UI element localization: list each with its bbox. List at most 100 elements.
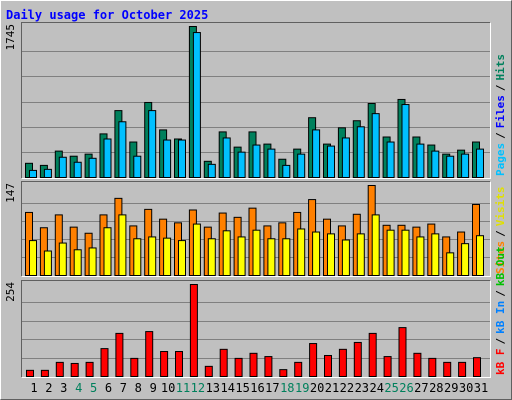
bar xyxy=(237,151,246,178)
x-tick-label: 31 xyxy=(474,381,488,395)
bar xyxy=(192,32,201,178)
bar xyxy=(88,157,97,179)
bar xyxy=(192,223,201,276)
x-tick-label: 13 xyxy=(206,381,220,395)
bar xyxy=(148,110,157,178)
bar xyxy=(145,331,154,377)
legend-separator: / xyxy=(494,132,507,139)
x-tick-label: 6 xyxy=(105,381,112,395)
plot-bevel xyxy=(21,280,491,378)
bar xyxy=(371,113,380,178)
bar xyxy=(26,369,34,378)
bar xyxy=(207,238,216,276)
bar xyxy=(386,141,395,178)
bar xyxy=(279,369,288,377)
bar xyxy=(252,144,261,178)
bar xyxy=(401,229,410,276)
bar xyxy=(163,139,172,179)
bar xyxy=(461,153,470,179)
bar xyxy=(73,249,82,277)
legend-separator: / xyxy=(494,338,507,345)
bar xyxy=(160,351,169,377)
bar xyxy=(401,104,410,178)
bar xyxy=(458,361,467,378)
bar xyxy=(222,137,231,178)
x-tick-label: 3 xyxy=(60,381,67,395)
x-tick-label: 9 xyxy=(150,381,157,395)
x-tick-label: 14 xyxy=(220,381,234,395)
bar xyxy=(133,238,142,276)
legend-entry: kB In xyxy=(494,301,507,334)
x-tick-label: 5 xyxy=(90,381,97,395)
bar xyxy=(416,236,425,277)
bar xyxy=(43,250,52,277)
bar xyxy=(178,139,186,179)
bar xyxy=(356,126,365,178)
bar xyxy=(416,143,425,178)
y-tick-label: 254 xyxy=(4,282,17,302)
bar xyxy=(431,150,440,179)
x-tick-label: 12 xyxy=(191,381,205,395)
bar xyxy=(431,233,440,276)
x-tick-label: 16 xyxy=(250,381,264,395)
x-tick-label: 18 xyxy=(280,381,294,395)
bar xyxy=(371,214,380,276)
bar xyxy=(163,237,172,276)
x-tick-label: 21 xyxy=(325,381,339,395)
bar xyxy=(446,155,455,178)
x-tick-label: 30 xyxy=(459,381,473,395)
bar xyxy=(312,231,321,276)
bar xyxy=(70,362,79,378)
bar xyxy=(476,235,484,277)
bar xyxy=(264,356,273,377)
legend-separator: / xyxy=(494,230,507,237)
x-tick-label: 7 xyxy=(120,381,127,395)
bar xyxy=(297,153,306,179)
bar xyxy=(29,169,37,178)
bar xyxy=(309,343,318,377)
legend-separator: / xyxy=(494,84,507,91)
x-tick-label: 20 xyxy=(310,381,324,395)
x-tick-label: 24 xyxy=(369,381,383,395)
bar xyxy=(338,348,347,378)
bar xyxy=(234,357,243,378)
x-tick-label: 4 xyxy=(75,381,82,395)
x-tick-label: 29 xyxy=(444,381,458,395)
x-tick-label: 19 xyxy=(295,381,309,395)
chart-title: Daily usage for October 2025 xyxy=(6,8,208,22)
bar xyxy=(428,357,437,378)
bar xyxy=(103,138,112,179)
bar xyxy=(249,352,258,378)
x-tick-label: 2 xyxy=(45,381,52,395)
bar xyxy=(413,352,422,378)
bar xyxy=(353,341,362,378)
legend-entry: Files xyxy=(494,95,507,128)
legend-entry: Sites xyxy=(494,241,507,274)
x-tick-label: 11 xyxy=(176,381,190,395)
x-tick-label: 27 xyxy=(414,381,428,395)
bar xyxy=(40,369,49,378)
bar xyxy=(73,161,82,179)
bar xyxy=(43,168,52,179)
bar xyxy=(103,227,112,277)
y-tick-label: 147 xyxy=(4,183,17,203)
bar xyxy=(341,239,350,276)
bar xyxy=(175,351,183,377)
bar xyxy=(222,230,231,276)
bar xyxy=(118,121,127,179)
legend-entry: kB Out xyxy=(494,246,507,286)
bar xyxy=(297,228,306,277)
bar xyxy=(327,233,335,276)
bar xyxy=(267,148,276,178)
bar xyxy=(204,365,213,378)
bar xyxy=(237,236,246,277)
bar xyxy=(29,240,37,276)
bar xyxy=(252,229,261,276)
bar xyxy=(294,361,303,378)
bar xyxy=(148,236,157,277)
bar xyxy=(130,357,139,378)
bar xyxy=(398,327,407,377)
